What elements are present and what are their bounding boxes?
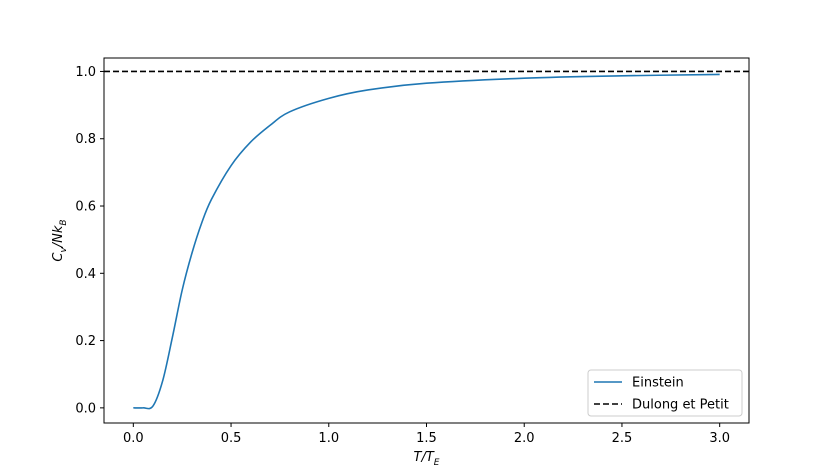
y-tick-label: 0.2 [75,334,96,349]
series-einstein-line [133,73,720,410]
y-tick-label: 0.0 [75,401,96,416]
legend-label-dulong-petit: Dulong et Petit [632,398,729,413]
x-tick-label: 3.0 [709,431,730,446]
y-tick-label: 0.6 [75,200,96,215]
y-axis-label: Cv/NkB [51,219,69,261]
x-axis-label: T/TE [414,450,440,468]
x-tick-label: 1.5 [416,431,437,446]
x-tick-label: 1.0 [318,431,339,446]
x-tick-label: 0.0 [123,431,144,446]
y-tick-label: 1.0 [75,65,96,80]
series-layer [104,70,749,410]
legend-box [587,369,743,417]
legend-label-einstein: Einstein [632,376,684,391]
axes-frame [103,57,750,424]
x-tick-label: 2.0 [514,431,535,446]
x-axis-ticks: 0.0 0.5 1.0 1.5 2.0 2.5 3.0 [123,423,730,446]
y-axis-ticks: 0.0 0.2 0.4 0.6 0.8 1.0 [75,65,104,416]
legend: Einstein Dulong et Petit [587,369,743,417]
x-tick-label: 0.5 [221,431,242,446]
y-tick-label: 0.4 [75,267,96,282]
x-tick-label: 2.5 [612,431,633,446]
y-tick-label: 0.8 [75,132,96,147]
